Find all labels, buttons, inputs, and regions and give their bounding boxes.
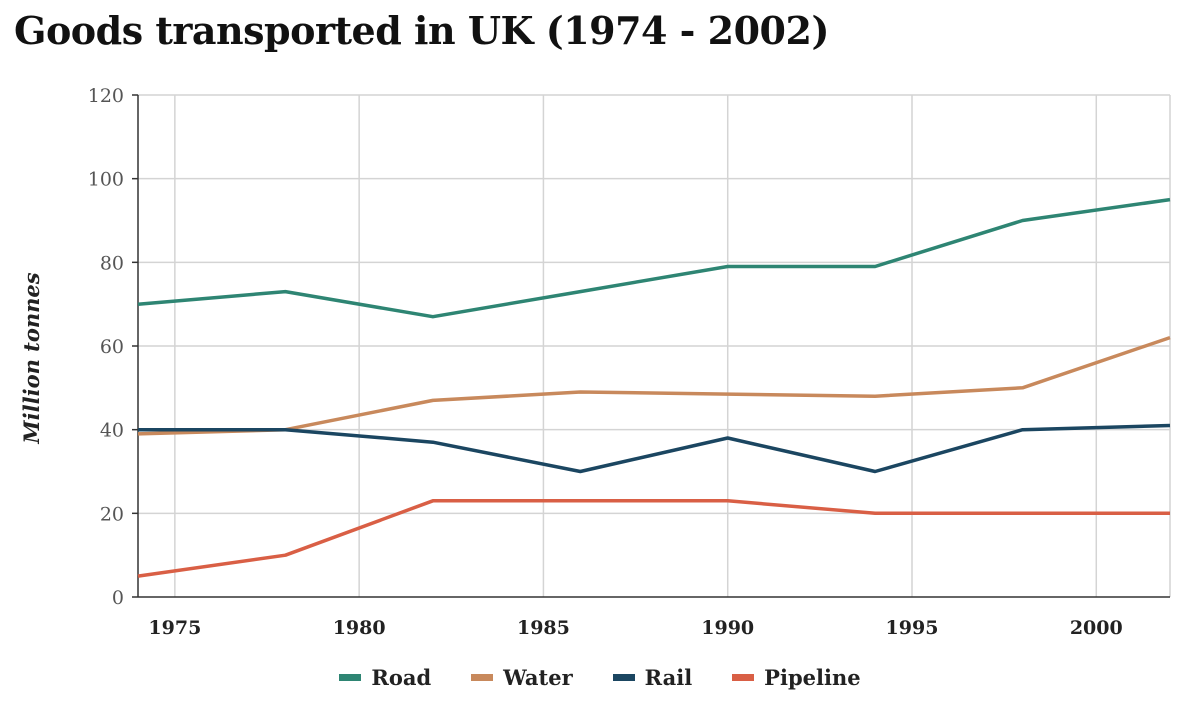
legend-swatch [339,673,362,681]
y-tick-label: 40 [100,420,124,442]
legend-swatch [612,673,635,681]
legend-item-rail: Rail [612,664,693,690]
grid-lines [138,94,1171,597]
legend: Road Water Rail Pipeline [0,662,1200,692]
y-tick-label: 80 [100,252,124,274]
series-line-road [137,197,1171,319]
x-tick-label: 2000 [1070,617,1123,639]
y-tick-label: 20 [100,503,124,525]
legend-swatch [471,673,494,681]
x-tick-label: 1985 [517,617,570,639]
tick-labels: 0 20 40 60 80 100 120 1975 1980 1985 1990 1995 2000 [88,85,1123,639]
legend-item-pipeline: Pipeline [732,664,861,690]
y-tick-label: 120 [88,85,124,107]
legend-label: Pipeline [764,664,861,690]
legend-item-road: Road [339,665,431,690]
series-line-rail [138,423,1171,474]
legend-label: Rail [644,664,693,690]
legend-label: Water [503,664,573,690]
series-line-water [137,335,1171,436]
legend-item-water: Water [471,665,573,690]
y-axis-label: Million tonnes [19,272,44,444]
y-tick-label: 60 [100,336,124,358]
x-tick-label: 1995 [886,617,939,639]
x-tick-label: 1975 [148,617,201,639]
x-tick-label: 1990 [701,617,754,639]
axes [132,94,1170,598]
series-lines [137,197,1171,578]
series-line-pipeline [137,499,1170,578]
chart-title: Goods transported in UK (1974 - 2002) [14,8,829,53]
y-tick-label: 0 [112,587,124,609]
y-tick-label: 100 [88,169,124,191]
legend-label: Road [371,664,432,690]
x-tick-label: 1980 [333,617,386,639]
legend-swatch [732,673,755,681]
